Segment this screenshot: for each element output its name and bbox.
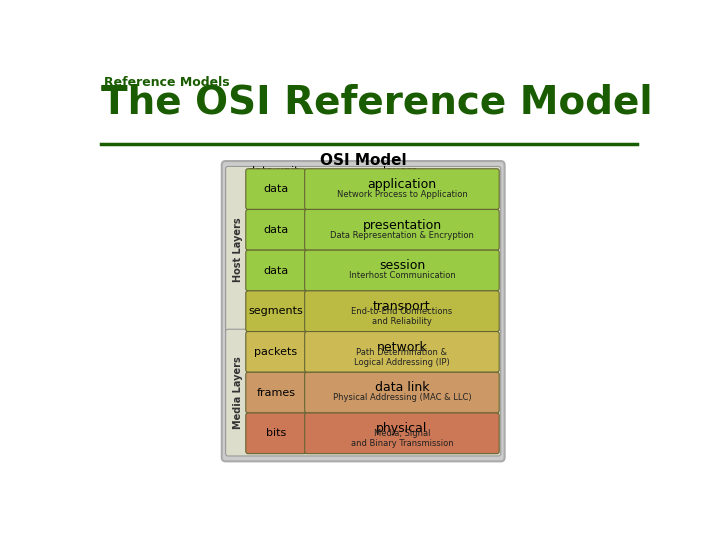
FancyBboxPatch shape <box>305 413 499 454</box>
Text: Interhost Communication: Interhost Communication <box>348 272 455 280</box>
Text: Reference Models: Reference Models <box>104 76 230 89</box>
Text: Data Representation & Encryption: Data Representation & Encryption <box>330 231 474 240</box>
Text: transport: transport <box>373 300 431 313</box>
FancyBboxPatch shape <box>246 169 306 210</box>
Text: network: network <box>377 341 427 354</box>
Text: session: session <box>379 259 425 272</box>
Text: Network Process to Application: Network Process to Application <box>336 190 467 199</box>
FancyBboxPatch shape <box>225 329 500 456</box>
Text: physical: physical <box>377 422 428 435</box>
FancyBboxPatch shape <box>305 169 499 210</box>
Text: packets: packets <box>254 347 297 357</box>
Text: Media Layers: Media Layers <box>233 356 243 429</box>
Text: End-to-End Connections
and Reliability: End-to-End Connections and Reliability <box>351 307 453 326</box>
FancyBboxPatch shape <box>246 372 306 413</box>
Text: segments: segments <box>248 306 303 316</box>
FancyBboxPatch shape <box>246 250 306 291</box>
Text: Path Determination &
Logical Addressing (IP): Path Determination & Logical Addressing … <box>354 348 450 367</box>
Text: OSI Model: OSI Model <box>320 153 407 168</box>
FancyBboxPatch shape <box>246 291 306 332</box>
Text: data: data <box>264 225 289 235</box>
FancyBboxPatch shape <box>305 332 499 372</box>
FancyBboxPatch shape <box>305 210 499 250</box>
FancyBboxPatch shape <box>246 332 306 372</box>
Text: data: data <box>264 184 289 194</box>
FancyBboxPatch shape <box>246 210 306 250</box>
Text: data link: data link <box>374 381 429 395</box>
FancyBboxPatch shape <box>222 161 505 461</box>
FancyBboxPatch shape <box>305 250 499 291</box>
FancyBboxPatch shape <box>246 413 306 454</box>
Text: Physical Addressing (MAC & LLC): Physical Addressing (MAC & LLC) <box>333 394 472 402</box>
Text: Media, Signal
and Binary Transmission: Media, Signal and Binary Transmission <box>351 429 454 448</box>
Text: The OSI Reference Model: The OSI Reference Model <box>101 83 652 122</box>
Text: frames: frames <box>256 388 295 397</box>
Text: Host Layers: Host Layers <box>233 218 243 282</box>
Text: data unit: data unit <box>248 166 299 177</box>
Text: application: application <box>367 178 436 191</box>
Text: presentation: presentation <box>362 219 441 232</box>
Text: bits: bits <box>266 428 286 438</box>
Text: data: data <box>264 266 289 275</box>
FancyBboxPatch shape <box>305 291 499 332</box>
Text: layers: layers <box>384 166 418 177</box>
FancyBboxPatch shape <box>305 372 499 413</box>
FancyBboxPatch shape <box>225 166 500 334</box>
